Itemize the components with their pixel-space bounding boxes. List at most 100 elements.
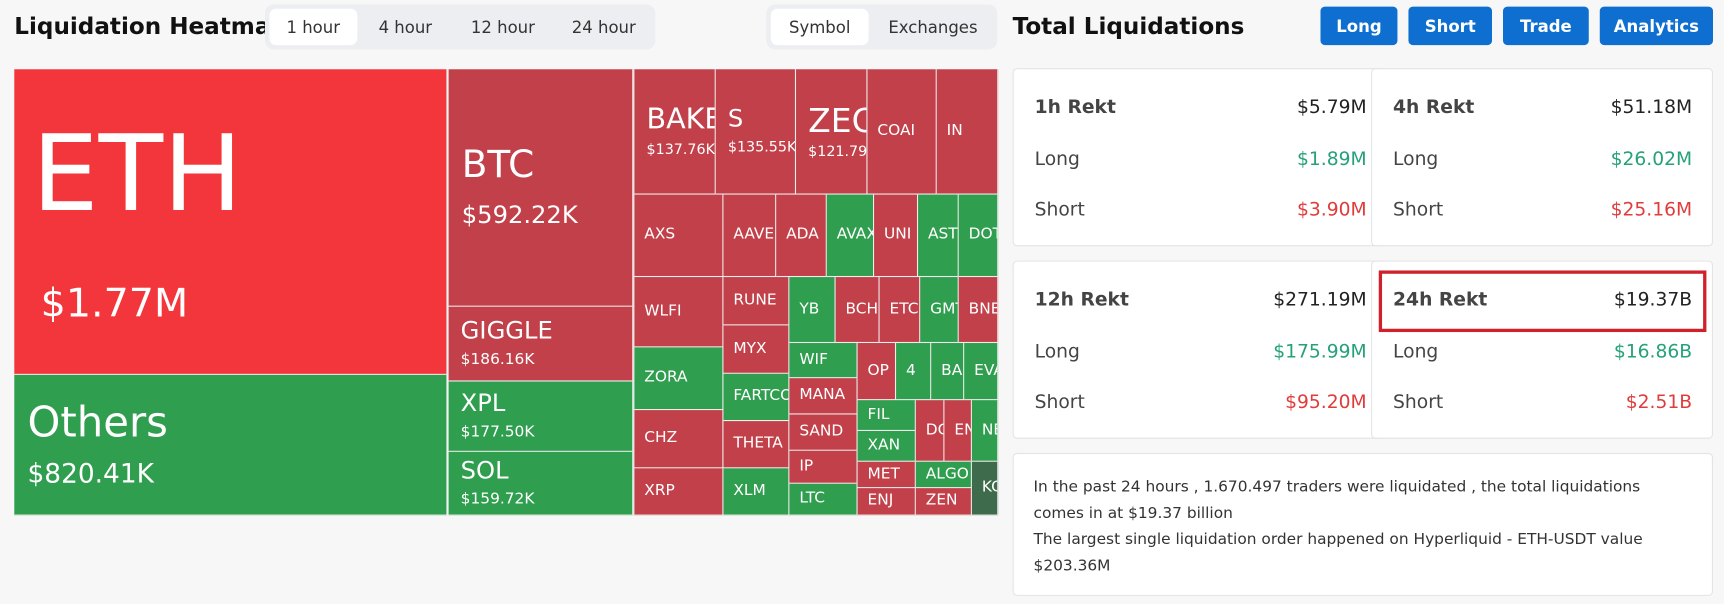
tile[interactable]: FARTCO [723, 373, 790, 422]
tile[interactable]: S $135.55K [715, 69, 797, 195]
tile[interactable]: MET [857, 461, 916, 489]
tile[interactable]: AVAX [826, 194, 875, 278]
tile[interactable]: LTC [789, 483, 858, 516]
tile[interactable]: XPL $177.50K [448, 381, 634, 452]
tile[interactable]: COAI [867, 69, 937, 195]
tile[interactable]: KO [971, 461, 999, 516]
tile[interactable]: BTC $592.22K [448, 69, 634, 307]
row-label: Long [1034, 340, 1080, 363]
view-tab[interactable]: Symbol [770, 8, 869, 46]
tile[interactable]: WIF [789, 343, 858, 379]
tile[interactable]: ETC [879, 277, 921, 344]
tile[interactable]: AST [918, 194, 959, 278]
tile[interactable]: WLFI [634, 277, 724, 348]
tile-name: DOT [968, 225, 998, 244]
tile[interactable]: IP [789, 450, 858, 484]
tile[interactable]: DOT [958, 194, 999, 278]
tile-name: XAN [867, 436, 901, 454]
tile[interactable]: ZORA [634, 347, 724, 411]
tile[interactable]: SOL $159.72K [448, 451, 634, 516]
tile[interactable]: XRP [634, 468, 724, 516]
tile[interactable]: ADA [776, 194, 827, 278]
tile-name: BA [941, 361, 963, 380]
tile[interactable]: CHZ [634, 410, 724, 469]
tile-name: BNB [968, 299, 999, 318]
card-total: $19.37B [1613, 289, 1693, 312]
tile[interactable]: OP [857, 343, 897, 401]
action-button[interactable]: Long [1320, 6, 1398, 46]
tile[interactable]: MYX [723, 325, 790, 374]
tile-name: WIF [799, 350, 828, 369]
heatmap-title: Liquidation Heatmap [14, 13, 287, 40]
tile[interactable]: FIL [857, 400, 916, 432]
tile[interactable]: NE [971, 400, 999, 462]
tile[interactable]: BA [931, 343, 965, 401]
row-label: Short [1393, 199, 1444, 221]
time-tab[interactable]: 24 hour [571, 17, 636, 37]
action-button[interactable]: Short [1408, 6, 1493, 46]
tile-value: $135.55K [727, 139, 797, 157]
card-row: Long $175.99M [1035, 341, 1367, 363]
card-row: Short $3.90M [1035, 199, 1367, 221]
tile[interactable]: ETH $1.77M [14, 69, 448, 375]
time-tabs: 1 hour 4 hour 12 hour 24 hour [264, 4, 656, 50]
tile-name: AXS [644, 225, 676, 244]
tile-name: ALGO [925, 464, 969, 483]
card-total: $271.19M [1273, 289, 1367, 312]
row-value: $25.16M [1610, 199, 1693, 221]
tile-name: WLFI [644, 302, 682, 320]
card-period: 12h Rekt [1034, 289, 1129, 312]
tile[interactable]: ALGO [915, 461, 972, 489]
tile[interactable]: MANA [789, 378, 858, 415]
tile-name: XLM [733, 481, 766, 500]
tile[interactable]: Others $820.41K [14, 374, 448, 516]
tile[interactable]: AXS [634, 194, 724, 278]
time-tab[interactable]: 4 hour [378, 17, 433, 37]
tile-name: ETH [31, 112, 243, 236]
time-tab[interactable]: 12 hour [470, 17, 535, 37]
tile-value: $137.76K [646, 142, 715, 159]
tile[interactable]: 4 [896, 343, 932, 401]
card-total: $51.18M [1610, 96, 1693, 119]
tile-value: $159.72K [460, 489, 535, 508]
tile[interactable]: BNB [958, 277, 999, 344]
tile[interactable]: UNI [874, 194, 919, 278]
tile[interactable]: XLM [723, 468, 790, 516]
card-header: 24h Rekt $19.37B [1393, 289, 1692, 311]
action-button[interactable]: Trade [1503, 6, 1589, 46]
tile[interactable]: ZEC $121.79K [796, 69, 868, 195]
action-button[interactable]: Analytics [1599, 6, 1714, 46]
treemap: ETH $1.77M Others $820.41K BTC $592.22K GIGGLE… [14, 69, 999, 516]
tile[interactable]: ENJ [857, 488, 916, 516]
tile[interactable]: ZEN [915, 488, 972, 516]
tile-name: EVA [974, 361, 997, 380]
tile-name: BCH [845, 299, 879, 318]
tile[interactable]: DC [915, 400, 945, 462]
card-period: 4h Rekt [1393, 96, 1475, 119]
tile[interactable]: EVA [964, 343, 999, 401]
note-line: In the past 24 hours , 1.670.497 traders… [1033, 478, 1641, 523]
row-value: $26.02M [1610, 148, 1693, 171]
tile[interactable]: SAND [789, 414, 858, 451]
tile[interactable]: RUNE [723, 277, 790, 326]
tile[interactable]: BAKE $137.76K [634, 69, 716, 195]
tile[interactable]: GIGGLE $186.16K [448, 306, 634, 382]
tile[interactable]: XAN [857, 431, 916, 462]
row-value: $2.51B [1625, 391, 1693, 414]
note-card: In the past 24 hours , 1.670.497 traders… [1012, 452, 1714, 596]
tile-name: KO [981, 478, 997, 497]
tile[interactable]: AAVE [723, 194, 777, 278]
time-tab[interactable]: 1 hour [269, 8, 358, 46]
tile[interactable]: BCH [835, 277, 880, 344]
tile-name: NE [981, 420, 997, 439]
tile[interactable]: EN [944, 400, 972, 462]
tile[interactable]: IN [936, 69, 999, 195]
tile[interactable]: GMT [920, 277, 959, 344]
card-header: 1h Rekt $5.79M [1035, 97, 1367, 119]
tile[interactable]: YB [789, 277, 836, 344]
tile-name: IP [799, 457, 814, 475]
tile[interactable]: THETA [723, 421, 790, 469]
view-tab[interactable]: Exchanges [888, 17, 978, 37]
row-label: Short [1393, 391, 1444, 414]
tile-value: $177.50K [460, 422, 535, 441]
